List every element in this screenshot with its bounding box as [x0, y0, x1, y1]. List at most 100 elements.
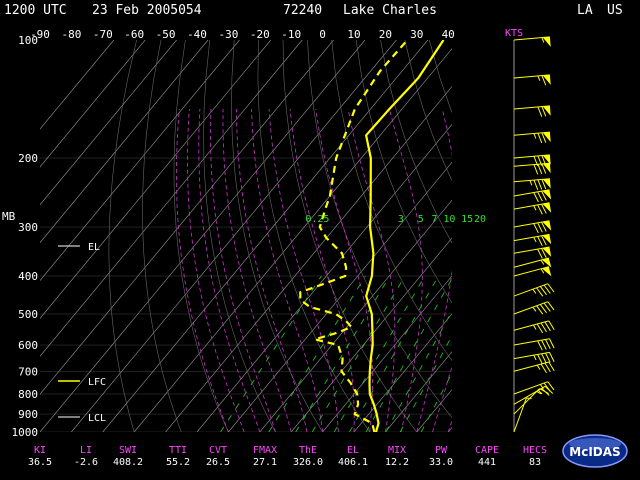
dry-adiabat-0	[231, 40, 323, 432]
index-label: CVT	[209, 445, 227, 456]
mixing-ratio-label: 3	[398, 214, 404, 225]
isotherm--140	[40, 40, 209, 244]
isotherm--40	[196, 123, 452, 432]
isotherm--80	[71, 40, 397, 432]
mixing-ratio-line-7	[349, 275, 439, 432]
isotherm--30	[228, 161, 452, 432]
mixing-ratio-label: 5	[418, 214, 424, 225]
dry-adiabat--15	[203, 40, 276, 432]
index-value: 12.2	[385, 457, 409, 468]
index-label: KI	[34, 445, 46, 456]
pressure-tick: 200	[18, 152, 38, 165]
temperature-tick: -80	[61, 28, 81, 41]
header-station-name: Lake Charles	[343, 3, 437, 18]
index-value: 26.5	[206, 457, 230, 468]
moist-adiabat-20	[347, 108, 396, 432]
isotherm--160	[40, 40, 146, 168]
mixing-ratio-line-1	[268, 275, 366, 432]
mixing-ratio-line-20	[399, 334, 452, 432]
mixing-ratio-label: 10	[443, 214, 455, 225]
isotherm--90	[40, 40, 366, 432]
isotherm--110	[40, 40, 303, 357]
dry-adiabat--60	[108, 40, 137, 432]
wind-barb	[513, 74, 551, 86]
dry-adiabat--45	[142, 40, 182, 432]
index-label: LI	[80, 445, 92, 456]
isotherm-0	[322, 275, 452, 432]
moist-adiabat--30	[176, 108, 229, 432]
wind-barb	[513, 154, 551, 167]
header-station-id: 72240	[283, 3, 322, 18]
mixing-ratio-line-2	[295, 275, 391, 432]
wind-barb	[513, 220, 552, 234]
index-label: FMAX	[253, 445, 277, 456]
wind-barb	[513, 301, 555, 315]
isotherm--170	[40, 40, 115, 130]
dry-adiabat-45	[307, 40, 452, 419]
temperature-tick: -70	[93, 28, 113, 41]
mixing-ratio-line-10	[365, 277, 452, 432]
dry-adiabat-60	[331, 40, 452, 361]
temperature-tick: -20	[250, 28, 270, 41]
dry-adiabat-105	[404, 40, 452, 182]
index-label: SWI	[119, 445, 137, 456]
index-label: EL	[347, 445, 359, 456]
dry-adiabat-15	[257, 40, 370, 432]
index-value: 27.1	[253, 457, 277, 468]
wind-barb	[513, 257, 552, 268]
index-value: 33.0	[429, 457, 453, 468]
moist-adiabat--10	[222, 108, 292, 432]
moist-adiabat--15	[210, 108, 276, 432]
wind-units: KTS	[505, 28, 523, 39]
mixing-ratio-labels: 0.25 3 5 7 10 15 20	[305, 214, 486, 225]
temperature-tick: -10	[281, 28, 301, 41]
dry-adiabat-225	[600, 40, 640, 432]
wind-barb	[513, 246, 552, 259]
dry-adiabat-75	[355, 40, 452, 304]
mixing-ratio-label: 20	[474, 214, 486, 225]
mixing-ratio-line-30	[420, 372, 452, 432]
temperature-tick-labels: -90 -80 -70 -60 -50 -40 -30 -20 -10 0 10 20 30 40	[30, 28, 455, 41]
moist-adiabat--25	[187, 108, 245, 432]
dry-adiabat-210	[576, 40, 640, 432]
moist-adiabat-5	[268, 108, 339, 432]
index-value: 326.0	[293, 457, 323, 468]
index-label: TTI	[169, 445, 187, 456]
mixing-ratio-lines	[220, 275, 452, 432]
temperature-tick: 40	[442, 28, 455, 41]
dry-adiabat--30	[173, 40, 229, 432]
index-value: 55.2	[166, 457, 190, 468]
temperature-trace	[365, 40, 445, 432]
wind-barb	[513, 189, 552, 203]
header-country: US	[607, 3, 623, 18]
wind-barb	[513, 266, 552, 277]
isotherm--50	[165, 86, 452, 432]
logo-text: McIDAS	[569, 445, 620, 459]
background-lines	[40, 40, 640, 432]
pressure-axis-label: MB	[2, 210, 16, 223]
lcl-marker: LCL	[58, 413, 106, 424]
dry-adiabat-240	[625, 40, 640, 432]
temperature-tick: -30	[218, 28, 238, 41]
el-marker: EL	[58, 242, 100, 253]
isotherm--130	[40, 40, 240, 281]
wind-barb	[513, 381, 555, 395]
index-label: PW	[435, 445, 448, 456]
index-value: 36.5	[28, 457, 52, 468]
isotherm--10	[290, 237, 452, 432]
index-label: HECS	[523, 445, 547, 456]
moist-adiabat-25	[389, 108, 423, 432]
wind-barb	[513, 233, 552, 247]
wind-barb	[513, 105, 551, 117]
moist-adiabat-30	[416, 108, 452, 432]
isotherm-10	[353, 313, 452, 432]
lfc-marker: LFC	[58, 377, 106, 388]
pressure-tick: 500	[18, 308, 38, 321]
index-label: ThE	[299, 445, 317, 456]
isotherm--20	[259, 199, 452, 432]
pressure-tick: 900	[18, 408, 38, 421]
dry-adiabat-150	[478, 40, 640, 432]
temperature-tick: 0	[319, 28, 326, 41]
index-label: MIX	[388, 445, 406, 456]
